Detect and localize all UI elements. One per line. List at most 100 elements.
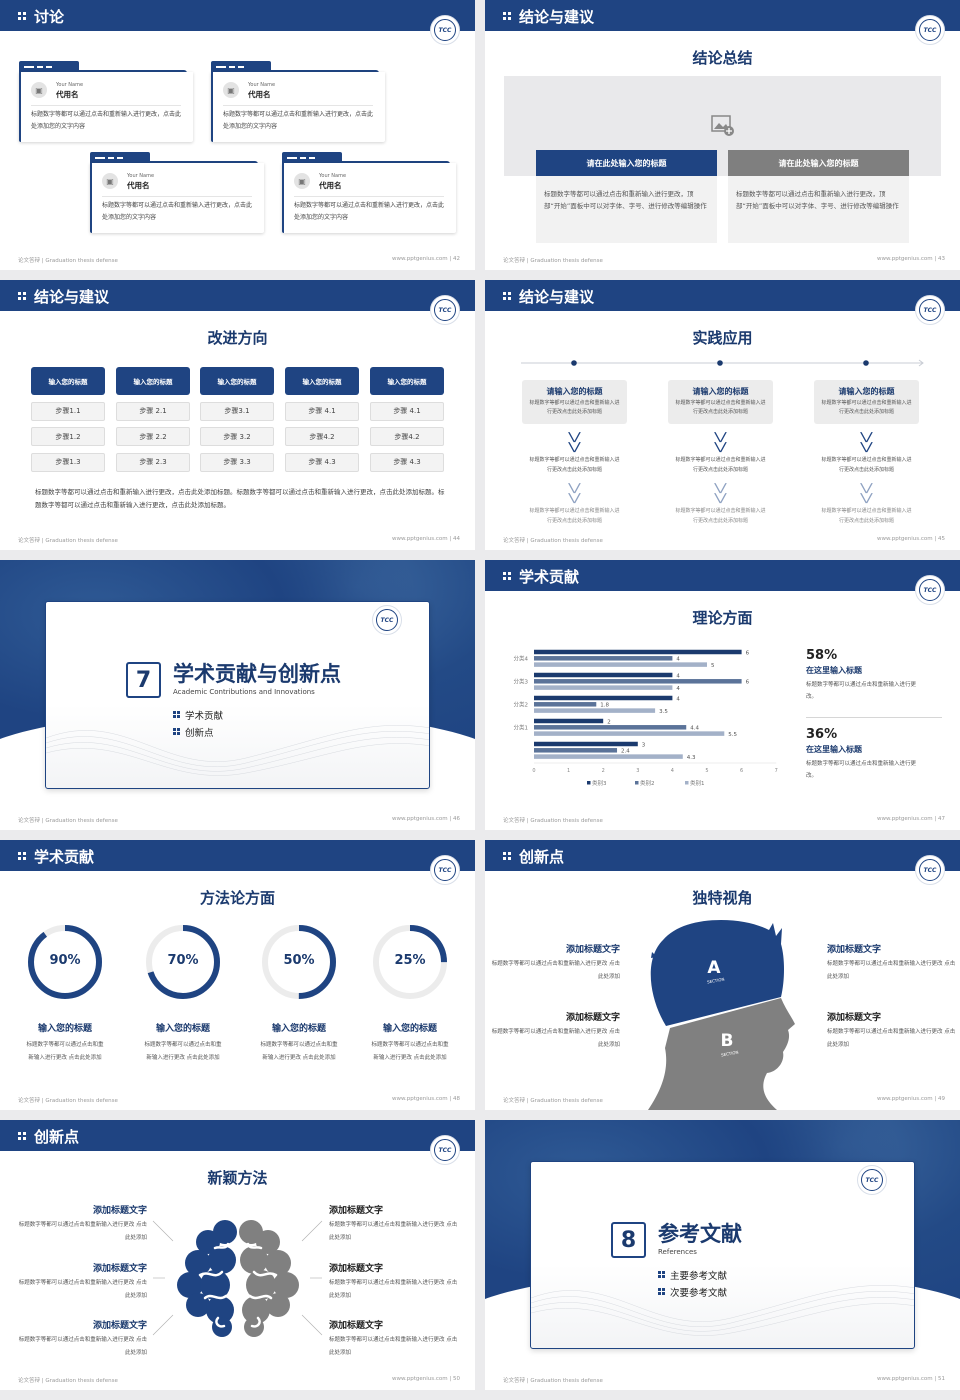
step-box: 步骤 3.2 <box>200 427 274 446</box>
bar <box>534 708 656 713</box>
bar-data-label: 3.5 <box>659 709 668 715</box>
feature-item: 添加标题文字 标题数字等都可以通过点击和重新输入进行更改 点击此处添加 <box>18 1206 147 1241</box>
application-box: 请输入您的标题 标题数字等都可以通过点击和重新输入进行更改点击此处添加标题 <box>522 380 627 424</box>
slide-43[interactable]: 结论与建议 TCC 结论总结 请在此处输入您的标题 标题数字等都可以通过点击和重… <box>485 0 960 270</box>
box-text: 标题数字等都可以通过点击和重新输入进行更改点击此处添加标题 <box>821 400 912 415</box>
step-box: 步骤3.1 <box>200 401 274 421</box>
legend-label: 类别1 <box>690 779 705 787</box>
footer-right: www.pptgenius.com | 43 <box>877 256 945 262</box>
header-title: 结论与建议 <box>519 8 595 26</box>
dots-icon <box>18 852 27 860</box>
ring-chart <box>146 925 220 999</box>
profile-card[interactable]: ▣ Your Name 代用名 标题数字等都可以通过点击和重新输入进行更改，点击此处添… <box>90 152 264 233</box>
section-item[interactable]: 创新点 <box>173 725 214 739</box>
ring-percent: 70% <box>167 953 199 968</box>
box-text: 标题数字等都可以通过点击和重新输入进行更改点击此处添加标题 <box>529 400 620 415</box>
slide-47[interactable]: 学术贡献 TCC 理论方面 分类4 6 4 5 分类3 4 6 4 分类2 4 1.8 3.5 分类1 2… <box>485 560 960 830</box>
bar <box>534 702 597 707</box>
wave-decoration <box>531 1285 914 1336</box>
section-number: 7 <box>126 662 161 698</box>
dots-icon <box>18 292 27 300</box>
dots-icon <box>503 292 512 300</box>
bar <box>534 685 673 690</box>
feature-item: 添加标题文字 标题数字等都可以通过点击和重新输入进行更改 点击此处添加 <box>329 1264 458 1299</box>
add-image-icon[interactable] <box>711 115 735 137</box>
step-box: 步骤1.3 <box>31 452 105 472</box>
progress-ring: 50% 输入您的标题 标题数字等都可以通过点击和重新输入进行更改 点击此处添加 <box>260 923 338 1064</box>
progress-ring: 25% 输入您的标题 标题数字等都可以通过点击和重新输入进行更改 点击此处添加 <box>371 923 449 1064</box>
feature-item: 添加标题文字 标题数字等都可以通过点击和重新输入进行更改 点击此处添加 <box>329 1321 458 1356</box>
bar <box>534 731 725 736</box>
profile-card[interactable]: ▣ Your Name 代用名标题数字等都可以通过点击和重新输入进行更改，点击此处添… <box>19 61 193 142</box>
step-box: 步骤1.1 <box>31 401 105 421</box>
label-b-section: SECTION <box>721 1050 739 1058</box>
bar <box>534 725 687 730</box>
slide-44[interactable]: 结论与建议 TCC 改进方向 输入您的标题 步骤1.1 步骤1.2 步骤1.3 输入您的… <box>0 280 475 550</box>
column-header: 输入您的标题 <box>285 367 359 395</box>
application-column: 请输入您的标题 标题数字等都可以通过点击和重新输入进行更改点击此处添加标题 ⋁ ⋁ 标题… <box>668 380 773 526</box>
school-logo: TCC <box>915 295 945 325</box>
slide-48[interactable]: 学术贡献 TCC 方法论方面 90% 输入您的标题 标题数字等都可以通过点击和重新输… <box>0 840 475 1110</box>
slide-header: 创新点 <box>0 1120 475 1151</box>
feature-item: 添加标题文字 标题数字等都可以通过点击和重新输入进行更改 点击此处添加 <box>18 1321 147 1356</box>
avatar-image-icon[interactable]: ▣ <box>102 173 118 189</box>
divider <box>806 717 942 718</box>
slide-50[interactable]: 创新点 TCC 新颖方法 添加标题文字 标题数字等都可以通过点击和重新输入进行更改… <box>0 1120 475 1390</box>
footer-left: 论文答辩 | Graduation thesis defense <box>503 1378 603 1384</box>
avatar-image-icon[interactable]: ▣ <box>223 82 239 98</box>
card-text: 标题数字等都可以通过点击和重新输入进行更改，点击此处添加您的文字内容 <box>223 111 374 130</box>
bar-data-label: 4 <box>676 657 680 663</box>
section-item[interactable]: 主要参考文献 <box>658 1268 727 1282</box>
legend-swatch <box>635 781 639 785</box>
ring-text: 标题数字等都可以通过点击和重新输入进行更改 点击此处添加 <box>144 1042 222 1061</box>
feature-item: 添加标题文字 标题数字等都可以通过点击和重新输入进行更改 点击此处添加 <box>491 1013 620 1048</box>
slide-46-section[interactable]: TCC 7 学术贡献与创新点 Academic Contributions an… <box>0 560 475 830</box>
school-logo: TCC <box>857 1165 887 1195</box>
section-item[interactable]: 学术贡献 <box>173 708 223 722</box>
name: 代用名 <box>56 90 79 99</box>
card-text: 标题数字等都可以通过点击和重新输入进行更改，点击此处添加您的文字内容 <box>31 111 182 130</box>
slide-51-section[interactable]: TCC 8 参考文献 References 主要参考文献 次要参考文献 论文答辩… <box>485 1120 960 1390</box>
slide-title: 实践应用 <box>692 329 753 347</box>
bar <box>534 741 638 747</box>
bar-data-label: 4.4 <box>690 726 699 732</box>
name: 代用名 <box>127 181 150 190</box>
section-item[interactable]: 次要参考文献 <box>658 1285 727 1299</box>
footer-right: www.pptgenius.com | 50 <box>392 1376 460 1382</box>
x-tick-label: 2 <box>602 768 605 774</box>
slide-49[interactable]: 创新点 TCC 独特视角 A SECTION B SECTION 添加标题文字标… <box>485 840 960 1110</box>
bar-data-label: 4 <box>676 686 680 692</box>
name-en: Your Name <box>56 82 84 88</box>
slide-45[interactable]: 结论与建议 TCC 实践应用 请输入您的标题 标题数字等都可以通过点击和重新输入进… <box>485 280 960 550</box>
school-logo: TCC <box>915 575 945 605</box>
x-tick-label: 3 <box>636 768 639 774</box>
dots-icon <box>503 852 512 860</box>
bar <box>534 754 683 759</box>
box-title: 请输入您的标题 <box>692 387 749 396</box>
ring-title: 输入您的标题 <box>271 1024 326 1034</box>
slide-42[interactable]: 讨论 TCC ▣ Your Name 代用名 标题数字等都可以通过点击和重新输入进行更… <box>0 0 475 270</box>
section-title: 学术贡献与创新点 <box>173 662 341 686</box>
application-column: 请输入您的标题 标题数字等都可以通过点击和重新输入进行更改点击此处添加标题 ⋁ ⋁ 标题… <box>522 380 627 526</box>
x-tick-label: 7 <box>775 768 778 774</box>
double-chevron-down-icon: ⋁ ⋁ <box>860 481 873 504</box>
ring-text: 标题数字等都可以通过点击和重新输入进行更改 点击此处添加 <box>26 1042 104 1061</box>
school-logo: TCC <box>430 15 460 45</box>
label-b: B <box>721 1031 734 1051</box>
slide-title: 改进方向 <box>207 329 268 347</box>
profile-card[interactable]: ▣ Your Name 代用名 标题数字等都可以通过点击和重新输入进行更改，点击此处添… <box>282 152 456 233</box>
ring-chart <box>373 925 447 999</box>
section-subtitle: References <box>658 1248 697 1256</box>
double-chevron-down-icon: ⋁ ⋁ <box>714 481 727 504</box>
profile-card[interactable]: ▣ Your Name 代用名 标题数字等都可以通过点击和重新输入进行更改，点击此处添… <box>211 61 385 142</box>
footer-right: www.pptgenius.com | 42 <box>392 256 460 262</box>
dots-icon <box>173 728 182 736</box>
x-tick-label: 1 <box>567 768 570 774</box>
avatar-image-icon[interactable]: ▣ <box>31 82 47 98</box>
section-number: 8 <box>611 1222 646 1258</box>
ring-text: 标题数字等都可以通过点击和重新输入进行更改 点击此处添加 <box>371 1042 449 1061</box>
wave-decoration <box>46 725 429 776</box>
section-card: TCC 8 参考文献 References 主要参考文献 次要参考文献 <box>530 1161 915 1349</box>
double-chevron-down-icon: ⋁ ⋁ <box>714 430 727 453</box>
avatar-image-icon[interactable]: ▣ <box>294 173 310 189</box>
